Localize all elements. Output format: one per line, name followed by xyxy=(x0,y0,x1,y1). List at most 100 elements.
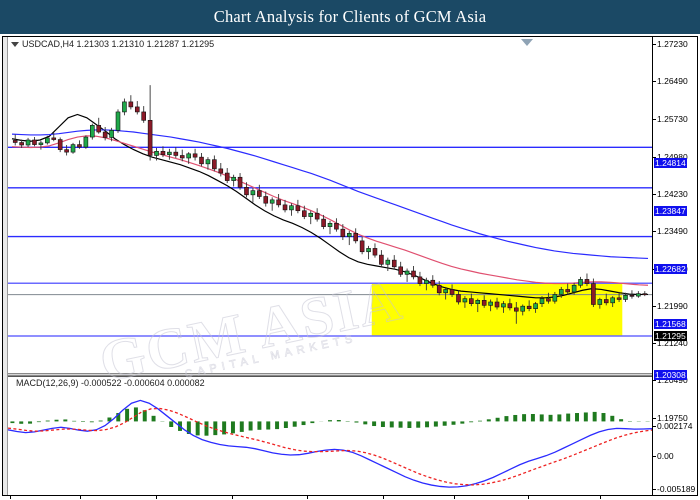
candle-body xyxy=(636,293,641,297)
candle-body xyxy=(456,294,461,303)
symbol-info-text: USDCAD,H4 1.21303 1.21310 1.21287 1.2129… xyxy=(22,39,215,49)
candle-body xyxy=(96,125,102,133)
price-axis-tick: 1.21240 xyxy=(653,338,688,348)
candle-body xyxy=(212,159,217,170)
tick-mark-icon xyxy=(653,81,656,83)
candle-body xyxy=(269,199,275,204)
price-chart-canvas xyxy=(8,85,652,337)
candle-body xyxy=(558,289,564,295)
price-axis-tick: 1.25730 xyxy=(653,114,688,124)
chart-collapse-caret-icon[interactable] xyxy=(521,39,533,46)
candle-body xyxy=(327,222,333,227)
price-axis-tick: 1.24230 xyxy=(653,189,688,199)
candle-body xyxy=(526,305,532,309)
candle-body xyxy=(154,150,159,156)
candle-body xyxy=(353,233,358,242)
price-axis-tick-label: 1.24230 xyxy=(657,189,688,199)
candle-body xyxy=(475,300,481,304)
candle-body xyxy=(398,266,403,275)
candle-body xyxy=(436,284,442,294)
candle-body xyxy=(539,298,545,304)
price-chart-pane[interactable] xyxy=(8,37,652,374)
macd-indicator-pane[interactable]: MACD(12,26,9) -0.000522 -0.000604 0.0000… xyxy=(8,376,652,495)
macd-line xyxy=(8,399,652,488)
candle-body xyxy=(83,136,89,148)
price-axis-tick-label: 1.25730 xyxy=(657,114,688,124)
moving-average-line xyxy=(11,113,648,299)
price-level-label[interactable]: 1.20308 xyxy=(654,370,687,380)
macd-axis-tick: 0.002174 xyxy=(653,421,692,431)
candle-body xyxy=(308,212,314,217)
candle-body xyxy=(122,101,127,113)
price-level-label[interactable]: 1.24814 xyxy=(654,158,687,168)
consolidation-highlight-box[interactable] xyxy=(371,283,623,336)
time-axis: 16 Apr 202120 Apr 20:0023 Apr 12:0028 Ap… xyxy=(8,495,697,500)
candle-body xyxy=(501,303,506,308)
candle-body xyxy=(282,204,288,211)
tick-mark-icon xyxy=(653,489,656,491)
tick-mark-icon xyxy=(653,44,656,46)
chart-frame: USDCAD,H4 1.21303 1.21310 1.21287 1.2129… xyxy=(2,36,698,500)
candle-body xyxy=(147,120,153,156)
candle-body xyxy=(533,303,538,309)
macd-axis-tick-label: 0.00 xyxy=(657,451,674,461)
candle-body xyxy=(77,144,82,148)
candle-body xyxy=(237,176,243,188)
price-axis-tick-label: 1.21990 xyxy=(657,301,688,311)
price-level-label[interactable]: 1.22682 xyxy=(654,264,687,274)
candle-body xyxy=(462,298,468,303)
candle-body xyxy=(578,279,583,286)
candle-body xyxy=(160,150,166,155)
candle-body xyxy=(514,307,519,312)
price-axis-tick: 1.27230 xyxy=(653,39,688,49)
price-axis-tick-label: 1.24980 xyxy=(657,152,688,162)
candle-body xyxy=(623,294,628,300)
price-axis[interactable]: 1.27230 1.26490 1.25730 1.24980 1.24230 1.234… xyxy=(652,37,697,495)
tick-mark-icon xyxy=(653,119,656,121)
candle-body xyxy=(603,299,609,304)
candle-body xyxy=(289,205,294,211)
symbol-info-bar[interactable]: USDCAD,H4 1.21303 1.21310 1.21287 1.2129… xyxy=(11,39,214,49)
candle-body xyxy=(340,228,346,237)
pane-divider[interactable] xyxy=(8,373,652,376)
candle-body xyxy=(597,299,603,305)
candle-body xyxy=(199,156,204,165)
candle-body xyxy=(257,190,262,197)
candle-body xyxy=(346,233,352,237)
current-price-label[interactable]: 1.21295 xyxy=(654,331,687,341)
chart-left-gutter xyxy=(3,37,8,495)
candle-body xyxy=(411,270,416,278)
candle-body xyxy=(616,297,622,300)
candle-body xyxy=(302,210,307,217)
candle-body xyxy=(186,153,191,159)
candle-body xyxy=(38,142,44,145)
macd-axis-tick-label: 0.002174 xyxy=(657,421,693,431)
tick-mark-icon xyxy=(653,426,656,428)
caret-down-icon[interactable] xyxy=(11,42,19,48)
macd-axis-tick-label: -0.005189 xyxy=(657,484,696,494)
candle-body xyxy=(276,199,281,206)
candle-body xyxy=(167,151,172,155)
candle-body xyxy=(424,279,429,284)
price-level-label[interactable]: 1.23847 xyxy=(654,206,687,216)
price-axis-tick: 1.26490 xyxy=(653,76,688,86)
price-axis-tick-label: 1.27230 xyxy=(657,39,688,49)
price-axis-tick: 1.23490 xyxy=(653,226,688,236)
price-level-label[interactable]: 1.21568 xyxy=(654,319,687,329)
candle-body xyxy=(109,130,114,138)
macd-axis-tick: -0.005189 xyxy=(653,484,695,494)
price-axis-tick-label: 1.23490 xyxy=(657,226,688,236)
candle-body xyxy=(173,151,179,156)
candle-body xyxy=(366,248,371,253)
candle-body xyxy=(179,155,185,159)
candle-body xyxy=(391,259,397,268)
candle-body xyxy=(385,259,391,265)
candle-body xyxy=(51,137,57,140)
candle-body xyxy=(250,190,256,196)
candle-body xyxy=(443,289,448,294)
macd-chart-canvas xyxy=(8,399,652,488)
candle-body xyxy=(584,279,590,284)
candle-body xyxy=(128,101,134,108)
candle-body xyxy=(481,300,487,306)
